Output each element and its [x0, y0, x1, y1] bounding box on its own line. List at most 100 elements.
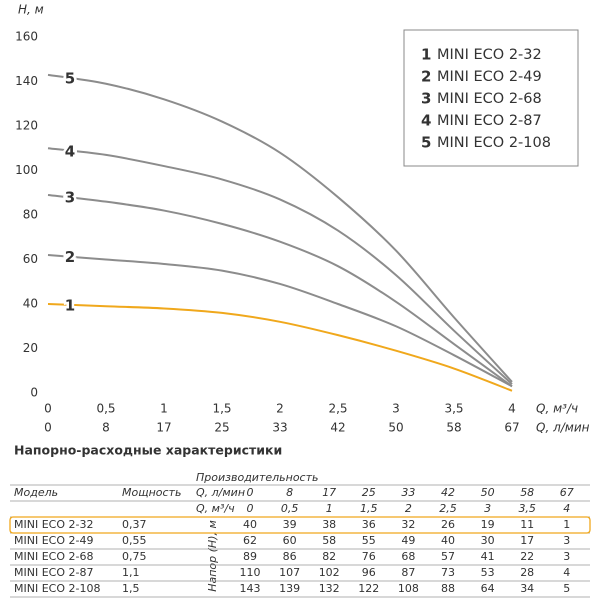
x-tick-label: 3	[392, 402, 400, 416]
table-cell: 30	[481, 534, 495, 547]
table-model: MINI ECO 2-32	[14, 518, 93, 531]
legend-label: MINI ECO 2-32	[437, 47, 542, 63]
table-q-lmin: 25	[362, 486, 376, 499]
table-cell: 132	[319, 582, 340, 595]
table-cell: 41	[481, 550, 495, 563]
table-cell: 53	[481, 566, 495, 579]
table-cell: 17	[520, 534, 534, 547]
x-tick-label: 4	[508, 402, 516, 416]
line	[47, 147, 513, 385]
legend-number: 3	[421, 90, 431, 108]
table-cell: 22	[520, 550, 534, 563]
x-tick-label: 1,5	[212, 402, 231, 416]
curve-label: 5	[65, 70, 75, 88]
table-cell: 32	[401, 518, 415, 531]
table-q-m3h: 3,5	[518, 502, 536, 515]
table-power: 0,37	[122, 518, 147, 531]
y-axis-label: H, м	[18, 3, 44, 17]
x-tick-label: 0,5	[96, 402, 115, 416]
table-cell: 49	[401, 534, 415, 547]
curve-label: 2	[65, 248, 75, 266]
x2-tick-label: 0	[44, 421, 52, 435]
table-q-m3h: 1	[326, 502, 333, 515]
table-head-label: Напор (H), м	[206, 520, 219, 592]
y-tick-label: 0	[30, 386, 38, 400]
table-q-lmin: 8	[286, 486, 293, 499]
table-cell: 5	[563, 582, 570, 595]
table-model: MINI ECO 2-49	[14, 534, 93, 547]
table-cell: 88	[441, 582, 455, 595]
table-cell: 76	[362, 550, 376, 563]
table-power: 1,5	[122, 582, 140, 595]
table-model: MINI ECO 2-108	[14, 582, 100, 595]
legend-number: 2	[421, 68, 431, 86]
table-cell: 122	[358, 582, 379, 595]
table-cell: 28	[520, 566, 534, 579]
line	[47, 254, 513, 388]
y-tick-label: 160	[15, 30, 38, 44]
x-tick-label: 3,5	[444, 402, 463, 416]
x-tick-label: 0	[44, 402, 52, 416]
legend-label: MINI ECO 2-49	[437, 69, 542, 85]
x2-tick-label: 67	[504, 421, 519, 435]
table-cell: 57	[441, 550, 455, 563]
table-cell: 102	[319, 566, 340, 579]
x-tick-label: 2,5	[328, 402, 347, 416]
table-cell: 34	[520, 582, 534, 595]
table-header: Q, м³/ч	[196, 502, 235, 515]
table-model: MINI ECO 2-87	[14, 566, 93, 579]
x2-tick-label: 58	[446, 421, 461, 435]
legend-number: 5	[421, 134, 431, 152]
line	[47, 303, 513, 392]
table-q-lmin: 0	[247, 486, 254, 499]
table-cell: 3	[563, 550, 570, 563]
y-tick-label: 120	[15, 119, 38, 133]
x-tick-label: 1	[160, 402, 168, 416]
table-title: Напорно-расходные характеристики	[14, 443, 282, 458]
table-q-lmin: 42	[441, 486, 455, 499]
table-cell: 110	[240, 566, 261, 579]
table-cell: 62	[243, 534, 257, 547]
table-cell: 55	[362, 534, 376, 547]
table-cell: 68	[401, 550, 415, 563]
y-tick-label: 100	[15, 163, 38, 177]
table-group: Производительность	[196, 471, 319, 484]
table-q-m3h: 1,5	[360, 502, 378, 515]
table-q-lmin: 58	[520, 486, 534, 499]
table-cell: 82	[322, 550, 336, 563]
y-tick-label: 20	[23, 341, 38, 355]
x2-tick-label: 17	[156, 421, 171, 435]
x2-tick-label: 50	[388, 421, 403, 435]
legend-number: 1	[421, 46, 431, 64]
table-rules	[10, 484, 590, 598]
table-cell: 60	[283, 534, 297, 547]
x2-axis-label: Q, л/мин	[536, 421, 590, 435]
table-q-m3h: 0,5	[281, 502, 299, 515]
table-cell: 96	[362, 566, 376, 579]
table-q-m3h: 4	[563, 502, 570, 515]
table-cell: 139	[279, 582, 300, 595]
table-q-lmin: 33	[401, 486, 415, 499]
x-tick-label: 2	[276, 402, 284, 416]
table-cell: 4	[563, 566, 570, 579]
table-cell: 36	[362, 518, 376, 531]
curve-label: 1	[65, 297, 75, 315]
line	[47, 73, 513, 383]
table-cell: 58	[322, 534, 336, 547]
curve-label: 3	[65, 189, 75, 207]
table-cell: 11	[520, 518, 534, 531]
legend-number: 4	[421, 112, 431, 130]
table-cell: 64	[481, 582, 495, 595]
row-highlight	[9, 516, 591, 534]
table-q-m3h: 3	[484, 502, 491, 515]
table-header: Модель	[14, 486, 58, 499]
table-header: Q, л/мин	[196, 486, 245, 499]
table-cell: 26	[441, 518, 455, 531]
table-cell: 1	[563, 518, 570, 531]
table-cell: 107	[279, 566, 300, 579]
table-model: MINI ECO 2-68	[14, 550, 93, 563]
legend-box	[403, 29, 579, 167]
y-tick-label: 40	[23, 297, 38, 311]
x2-tick-label: 42	[330, 421, 345, 435]
